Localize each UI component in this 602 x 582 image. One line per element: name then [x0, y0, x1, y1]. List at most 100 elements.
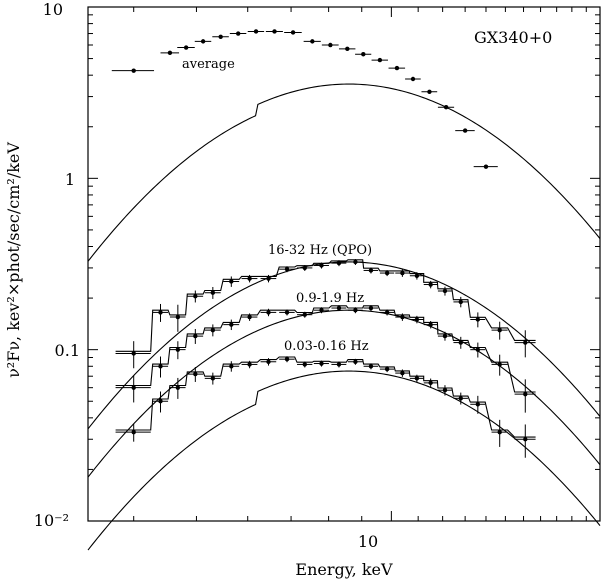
data-point — [229, 279, 234, 284]
data-point — [368, 305, 374, 311]
data-point — [272, 29, 277, 34]
data-point — [442, 288, 448, 294]
data-point — [443, 105, 449, 110]
data-point — [475, 347, 481, 352]
data-point — [175, 314, 181, 320]
data-point — [290, 30, 296, 35]
data-point — [193, 333, 198, 339]
model-curve — [87, 261, 601, 430]
data-point — [200, 39, 206, 44]
data-point — [266, 276, 271, 281]
data-point — [336, 362, 342, 367]
data-point — [158, 364, 163, 369]
data-point — [302, 362, 307, 367]
data-point — [410, 76, 416, 82]
chart-title: GX340+0 — [474, 28, 552, 47]
data-point — [328, 42, 333, 48]
data-point — [497, 429, 502, 435]
data-point — [131, 68, 136, 73]
data-point — [175, 347, 181, 352]
data-point — [428, 380, 433, 386]
data-point — [475, 402, 481, 407]
data-point — [167, 50, 173, 56]
data-point — [368, 268, 374, 273]
data-point — [210, 327, 216, 333]
data-point — [247, 276, 252, 281]
data-point — [319, 263, 324, 268]
data-point — [284, 356, 290, 362]
data-point — [229, 322, 234, 327]
data-point — [458, 340, 463, 345]
data-point — [523, 391, 528, 397]
data-point — [210, 290, 216, 295]
data-point — [210, 376, 216, 381]
data-point — [523, 340, 528, 345]
data-point — [193, 294, 198, 299]
data-point — [462, 128, 468, 133]
data-point — [218, 34, 223, 39]
data-point — [497, 362, 502, 367]
label-0.9-1.9hz: 0.9-1.9 Hz — [296, 291, 364, 306]
data-points — [111, 29, 536, 458]
data-point — [131, 429, 136, 435]
data-point — [336, 260, 342, 266]
data-point — [302, 312, 307, 317]
data-point — [175, 385, 181, 390]
y-tick-label-0.01: 10⁻² — [34, 511, 69, 530]
data-point — [523, 437, 528, 442]
data-point — [394, 65, 400, 71]
data-point — [247, 314, 252, 320]
plot-frame — [87, 6, 601, 522]
label-qpo: 16-32 Hz (QPO) — [268, 243, 372, 258]
model-curve — [87, 83, 601, 262]
data-point — [377, 57, 383, 63]
data-point — [384, 310, 390, 315]
data-point — [483, 164, 489, 169]
data-point — [475, 317, 481, 322]
data-point — [310, 39, 315, 44]
data-point — [414, 273, 420, 278]
model-curve — [87, 370, 601, 551]
data-point — [414, 376, 420, 381]
y-tick-label-1: 1 — [65, 170, 75, 189]
label-0.03-0.16hz: 0.03-0.16 Hz — [284, 339, 369, 354]
y-axis-label: ν²Fν, kev²×phot/sec/cm²/keV — [4, 142, 23, 378]
data-point — [131, 351, 136, 356]
data-point — [361, 52, 366, 57]
data-point — [384, 366, 390, 372]
data-point — [442, 387, 448, 393]
data-point — [183, 45, 189, 50]
data-point — [336, 305, 342, 311]
data-point — [368, 364, 374, 369]
data-point — [353, 259, 358, 265]
data-point — [253, 29, 259, 34]
x-axis-label: Energy, keV — [295, 560, 393, 579]
data-point — [427, 89, 432, 94]
data-point — [497, 327, 502, 333]
data-point — [158, 399, 163, 404]
axis-ticks — [88, 7, 600, 521]
model-histogram — [115, 356, 536, 438]
data-point — [458, 396, 463, 401]
data-point — [428, 322, 433, 327]
data-point — [131, 385, 136, 390]
data-point — [400, 314, 405, 320]
data-point — [458, 299, 463, 305]
data-point — [353, 307, 358, 313]
data-point — [284, 310, 290, 315]
data-point — [400, 270, 405, 276]
data-point — [319, 307, 324, 313]
data-point — [266, 359, 271, 364]
data-point — [400, 370, 405, 376]
data-point — [302, 265, 307, 271]
data-point — [428, 282, 433, 287]
data-point — [319, 361, 324, 366]
label-average: average — [182, 57, 235, 72]
data-point — [247, 362, 252, 367]
model-curves — [87, 83, 601, 551]
data-point — [229, 364, 234, 369]
data-point — [284, 266, 290, 272]
y-tick-label-10: 10 — [43, 0, 63, 19]
y-tick-label-0.1: 0.1 — [55, 341, 80, 360]
